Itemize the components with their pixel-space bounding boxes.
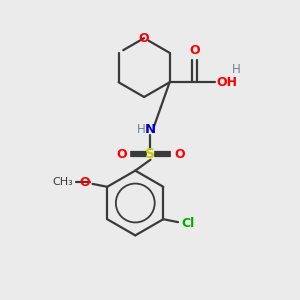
Text: O: O bbox=[79, 176, 90, 189]
Text: O: O bbox=[174, 148, 185, 161]
Text: O: O bbox=[116, 148, 127, 161]
Text: Cl: Cl bbox=[181, 217, 194, 230]
Text: CH₃: CH₃ bbox=[52, 177, 74, 188]
Text: S: S bbox=[146, 147, 155, 161]
Text: H: H bbox=[137, 123, 146, 136]
Text: OH: OH bbox=[217, 76, 238, 89]
Text: O: O bbox=[139, 32, 149, 45]
Text: N: N bbox=[145, 123, 156, 136]
Text: O: O bbox=[189, 44, 200, 57]
Text: H: H bbox=[232, 62, 241, 76]
